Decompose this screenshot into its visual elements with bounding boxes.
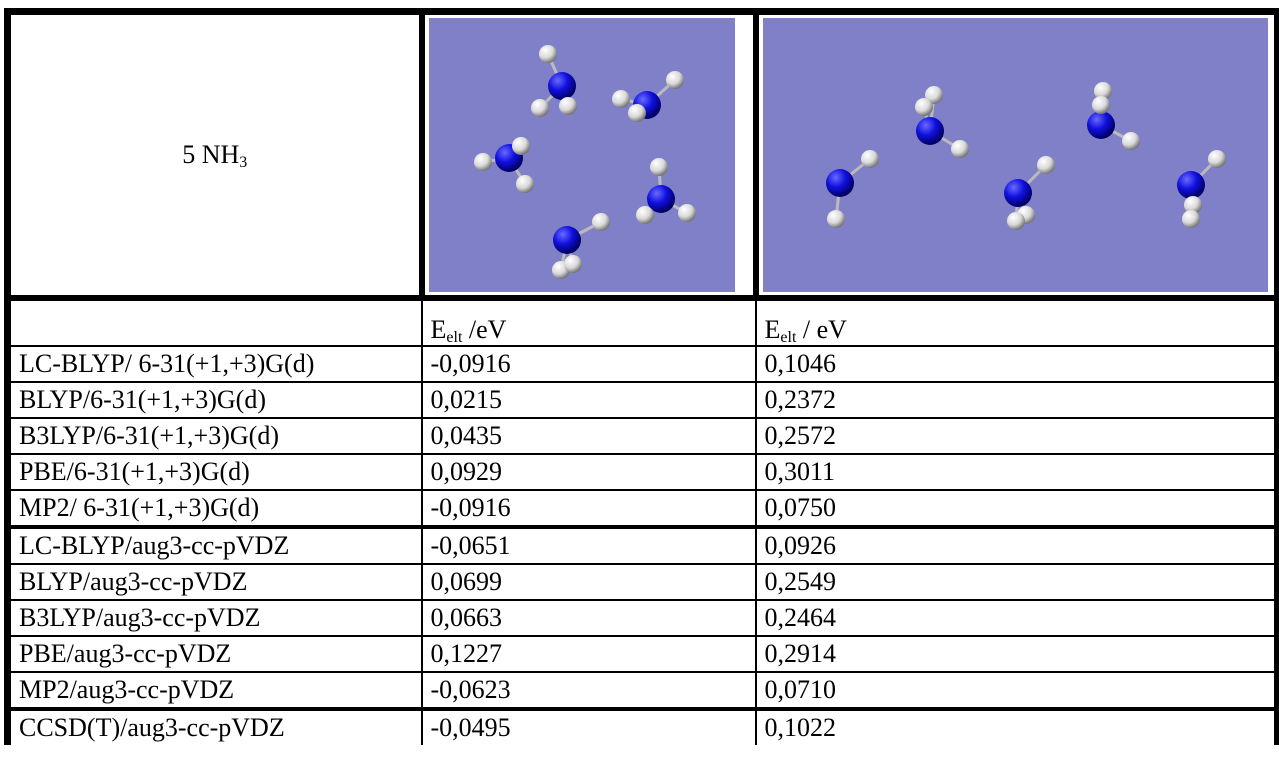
col-sub: elt bbox=[446, 329, 462, 346]
value-cell: 0,2572 bbox=[756, 418, 1278, 454]
column-header: Eelt /eV bbox=[422, 298, 756, 346]
value-cell: -0,0651 bbox=[422, 527, 756, 564]
method-cell: LC-BLYP/aug3-cc-pVDZ bbox=[8, 527, 422, 564]
nitrogen-atom bbox=[1177, 171, 1205, 199]
hydrogen-atom bbox=[666, 71, 684, 89]
value-cell: 0,0699 bbox=[422, 564, 756, 600]
hydrogen-atom bbox=[474, 153, 492, 171]
image-bg bbox=[763, 18, 1268, 292]
hydrogen-atom bbox=[650, 158, 668, 176]
label-sub: 3 bbox=[239, 154, 247, 171]
header-row: 5 NH3 bbox=[8, 12, 1278, 299]
col-text: E bbox=[765, 315, 781, 344]
value-cell: 0,1227 bbox=[422, 636, 756, 672]
empty-cell bbox=[8, 298, 422, 346]
column-header-row: Eelt /eV Eelt / eV bbox=[8, 298, 1278, 346]
value-cell: 0,0929 bbox=[422, 454, 756, 490]
hydrogen-atom bbox=[915, 98, 933, 116]
value-cell: 0,1022 bbox=[756, 709, 1278, 745]
hydrogen-atom bbox=[1208, 150, 1226, 168]
hydrogen-atom bbox=[1182, 210, 1200, 228]
method-cell: PBE/aug3-cc-pVDZ bbox=[8, 636, 422, 672]
hydrogen-atom bbox=[1092, 96, 1110, 114]
hydrogen-atom bbox=[559, 97, 577, 115]
value-cell: 0,3011 bbox=[756, 454, 1278, 490]
value-cell: 0,2914 bbox=[756, 636, 1278, 672]
method-cell: CCSD(T)/aug3-cc-pVDZ bbox=[8, 709, 422, 745]
label-text: 5 NH bbox=[182, 140, 239, 169]
hydrogen-atom bbox=[592, 213, 610, 231]
results-table: 5 NH3 Eelt /eV Eelt / eV LC-BLYP/ 6-31(+… bbox=[4, 8, 1279, 745]
hydrogen-atom bbox=[531, 99, 549, 117]
hydrogen-atom bbox=[1007, 212, 1025, 230]
hydrogen-atom bbox=[861, 150, 879, 168]
hydrogen-atom bbox=[678, 204, 696, 222]
column-header: Eelt / eV bbox=[756, 298, 1278, 346]
value-cell: 0,1046 bbox=[756, 346, 1278, 382]
page: 5 NH3 Eelt /eV Eelt / eV LC-BLYP/ 6-31(+… bbox=[0, 0, 1279, 767]
method-cell: B3LYP/6-31(+1,+3)G(d) bbox=[8, 418, 422, 454]
col-text: E bbox=[431, 315, 447, 344]
method-cell: BLYP/aug3-cc-pVDZ bbox=[8, 564, 422, 600]
value-cell: 0,2464 bbox=[756, 600, 1278, 636]
value-cell: -0,0623 bbox=[422, 672, 756, 709]
value-cell: 0,0663 bbox=[422, 600, 756, 636]
nitrogen-atom bbox=[553, 226, 581, 254]
method-cell: BLYP/6-31(+1,+3)G(d) bbox=[8, 382, 422, 418]
method-cell: MP2/ 6-31(+1,+3)G(d) bbox=[8, 490, 422, 527]
value-cell: 0,0750 bbox=[756, 490, 1278, 527]
image-bg bbox=[429, 18, 735, 292]
col-unit: / eV bbox=[796, 315, 847, 344]
molecule-image bbox=[429, 18, 735, 292]
image-cell bbox=[422, 12, 756, 299]
nitrogen-atom bbox=[548, 72, 576, 100]
molecule-image bbox=[763, 18, 1268, 292]
hydrogen-atom bbox=[564, 255, 582, 273]
nitrogen-atom bbox=[916, 117, 944, 145]
hydrogen-atom bbox=[1122, 132, 1140, 150]
hydrogen-atom bbox=[539, 45, 557, 63]
system-label: 5 NH3 bbox=[8, 12, 422, 299]
hydrogen-atom bbox=[951, 140, 969, 158]
value-cell: 0,0215 bbox=[422, 382, 756, 418]
hydrogen-atom bbox=[636, 206, 654, 224]
value-cell: 0,2549 bbox=[756, 564, 1278, 600]
hydrogen-atom bbox=[612, 90, 630, 108]
value-cell: 0,0435 bbox=[422, 418, 756, 454]
col-sub: elt bbox=[780, 329, 796, 346]
image-cell bbox=[756, 12, 1278, 299]
hydrogen-atom bbox=[1037, 156, 1055, 174]
value-cell: -0,0916 bbox=[422, 346, 756, 382]
hydrogen-atom bbox=[516, 175, 534, 193]
value-cell: 0,0926 bbox=[756, 527, 1278, 564]
value-cell: 0,2372 bbox=[756, 382, 1278, 418]
hydrogen-atom bbox=[827, 210, 845, 228]
nitrogen-atom bbox=[1004, 179, 1032, 207]
nitrogen-atom bbox=[826, 169, 854, 197]
hydrogen-atom bbox=[512, 137, 530, 155]
method-cell: B3LYP/aug3-cc-pVDZ bbox=[8, 600, 422, 636]
hydrogen-atom bbox=[628, 104, 646, 122]
value-cell: -0,0495 bbox=[422, 709, 756, 745]
col-unit: /eV bbox=[462, 315, 506, 344]
method-cell: PBE/6-31(+1,+3)G(d) bbox=[8, 454, 422, 490]
value-cell: -0,0916 bbox=[422, 490, 756, 527]
method-cell: LC-BLYP/ 6-31(+1,+3)G(d) bbox=[8, 346, 422, 382]
method-cell: MP2/aug3-cc-pVDZ bbox=[8, 672, 422, 709]
nitrogen-atom bbox=[1087, 111, 1115, 139]
value-cell: 0,0710 bbox=[756, 672, 1278, 709]
